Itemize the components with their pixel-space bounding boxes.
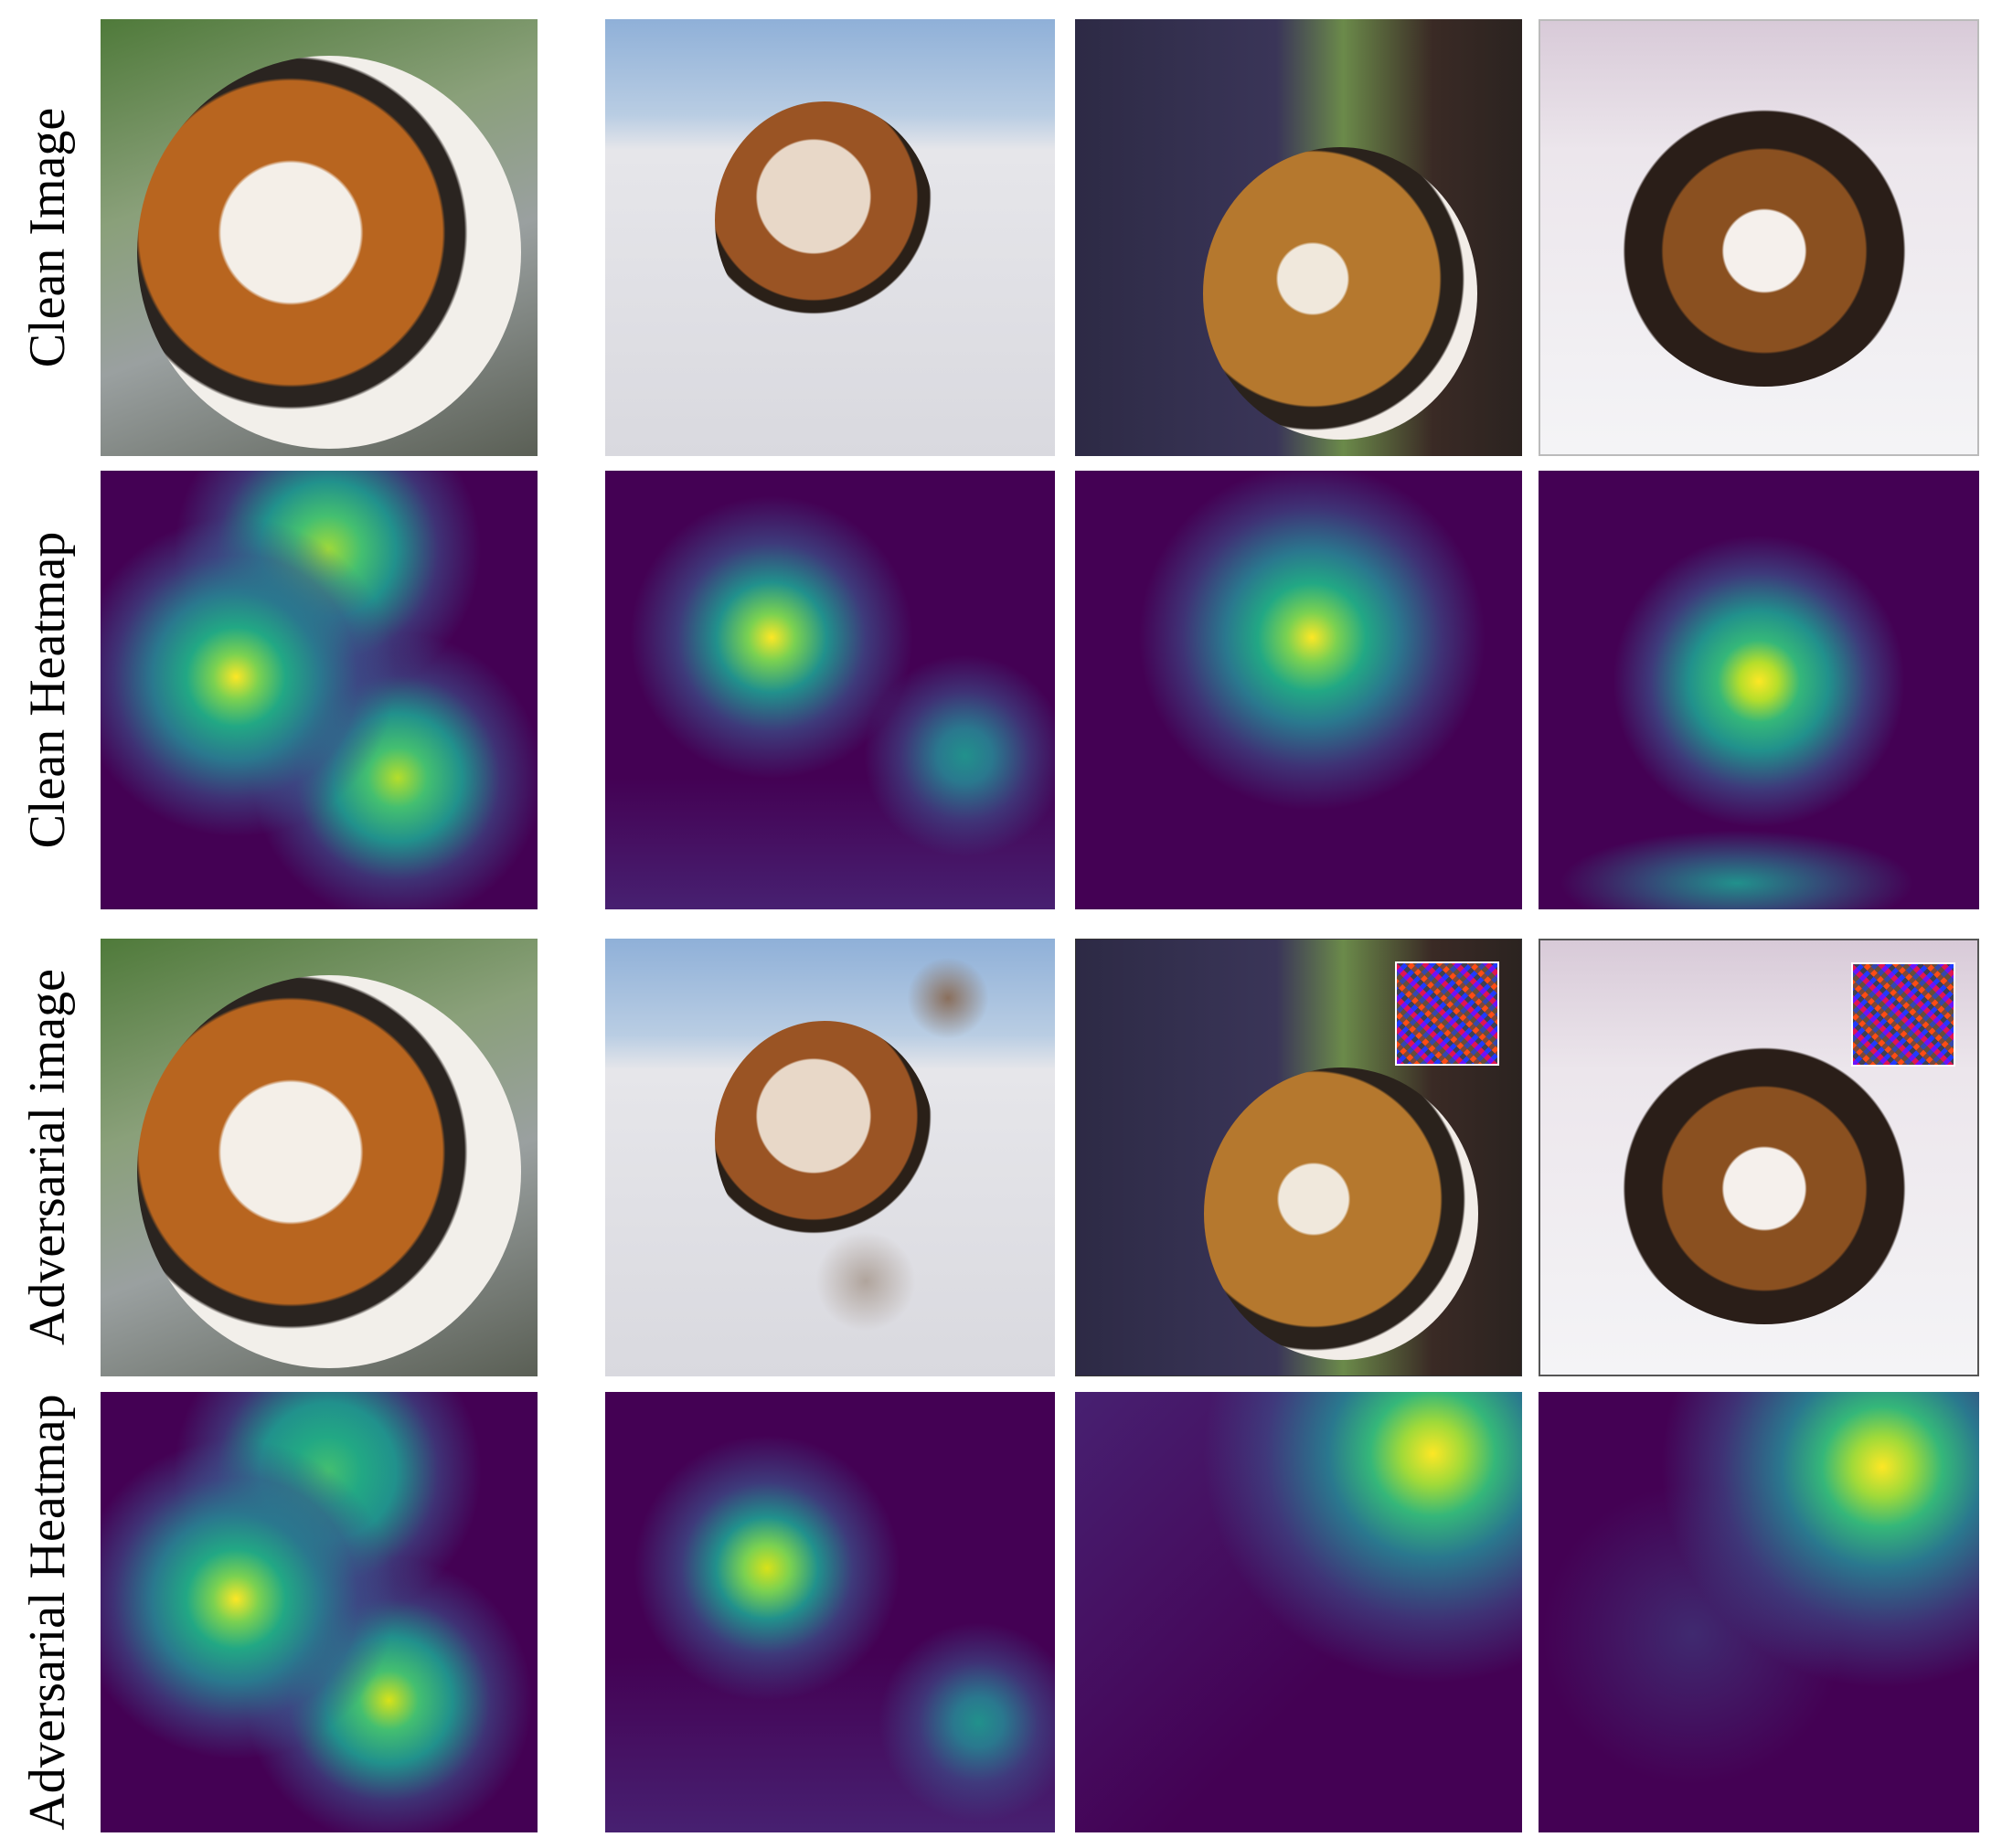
heatmap [605, 471, 1055, 909]
heatmap [101, 1392, 538, 1832]
heatmap [1539, 1392, 1979, 1832]
photo [1539, 19, 1979, 456]
photo [1539, 939, 1979, 1376]
row-label: Adversarial Heatmap [19, 1394, 76, 1831]
heatmap [1539, 471, 1979, 909]
photo [1075, 939, 1522, 1376]
photo [605, 939, 1055, 1376]
photo [101, 939, 538, 1376]
row-label: Clean Image [19, 107, 76, 368]
heatmap [605, 1392, 1055, 1832]
photo [101, 19, 538, 456]
heatmap [1075, 1392, 1522, 1832]
heatmap [1075, 471, 1522, 909]
adversarial-patch [1395, 961, 1499, 1066]
heatmap [101, 471, 538, 909]
photo [1075, 19, 1522, 456]
row-label: Clean Heatmap [19, 531, 76, 849]
photo [605, 19, 1055, 456]
adversarial-patch [1851, 962, 1955, 1067]
row-label: Adversarial image [19, 968, 76, 1346]
